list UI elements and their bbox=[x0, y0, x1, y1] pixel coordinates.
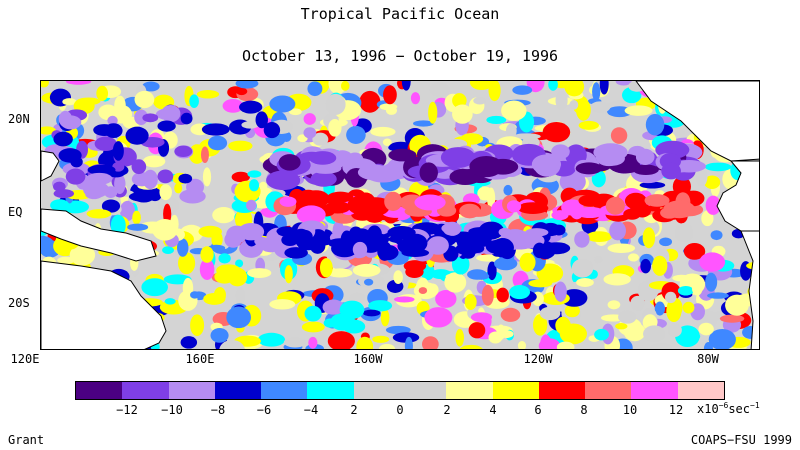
scale-tick-6: 2 bbox=[350, 403, 358, 417]
color-swatch-3 bbox=[168, 382, 215, 399]
color-swatch-2 bbox=[122, 382, 169, 399]
color-swatch-5 bbox=[261, 382, 308, 399]
scale-tick-5: −4 bbox=[303, 403, 319, 417]
lon-label-80w: 80W bbox=[697, 352, 719, 366]
scale-tick-10: 6 bbox=[534, 403, 542, 417]
chart-subtitle: October 13, 1996 − October 19, 1996 bbox=[241, 47, 559, 65]
scale-tick-7: 0 bbox=[396, 403, 404, 417]
color-swatch-9 bbox=[446, 382, 493, 399]
lat-label-20n: 20N bbox=[8, 112, 30, 126]
color-swatch-6 bbox=[307, 382, 354, 399]
color-swatch-4 bbox=[214, 382, 262, 399]
author-credit: Grant bbox=[8, 433, 45, 447]
scale-units: x10−6sec−1 bbox=[697, 401, 760, 416]
scale-tick-2: −10 bbox=[161, 403, 183, 417]
color-swatch-14 bbox=[677, 382, 724, 399]
lat-label-20s: 20S bbox=[8, 296, 30, 310]
lat-label-eq: EQ bbox=[8, 205, 23, 219]
scale-tick-12: 10 bbox=[622, 403, 638, 417]
color-swatch-13 bbox=[631, 382, 678, 399]
scale-tick-13: 12 bbox=[668, 403, 684, 417]
land-mexico bbox=[635, 81, 759, 162]
color-swatch-8 bbox=[399, 382, 447, 399]
field-map bbox=[40, 80, 760, 350]
field-map-plot bbox=[41, 81, 759, 349]
chart-title: Tropical Pacific Ocean bbox=[300, 5, 500, 23]
land-central-america bbox=[716, 160, 759, 232]
land-asia bbox=[41, 150, 60, 182]
scale-tick-1: −12 bbox=[116, 403, 138, 417]
lon-label-120e: 120E bbox=[10, 352, 40, 366]
scale-tick-4: −6 bbox=[256, 403, 272, 417]
color-swatch-10 bbox=[492, 382, 539, 399]
color-scale bbox=[75, 381, 725, 400]
lon-label-160e: 160E bbox=[185, 352, 215, 366]
land-south-america bbox=[740, 230, 759, 349]
lon-label-160w: 160W bbox=[353, 352, 383, 366]
color-swatch-11 bbox=[538, 382, 586, 399]
scale-tick-3: −8 bbox=[210, 403, 226, 417]
scale-tick-9: 4 bbox=[489, 403, 497, 417]
source-credit: COAPS−FSU 1999 bbox=[690, 433, 792, 447]
scale-tick-8: 2 bbox=[443, 403, 451, 417]
color-swatch-1 bbox=[76, 382, 123, 399]
lon-label-120w: 120W bbox=[523, 352, 553, 366]
color-swatch-7 bbox=[353, 382, 400, 399]
color-swatch-12 bbox=[585, 382, 632, 399]
land-australia bbox=[41, 260, 167, 349]
scale-tick-11: 8 bbox=[580, 403, 588, 417]
land-indonesia bbox=[41, 208, 157, 262]
